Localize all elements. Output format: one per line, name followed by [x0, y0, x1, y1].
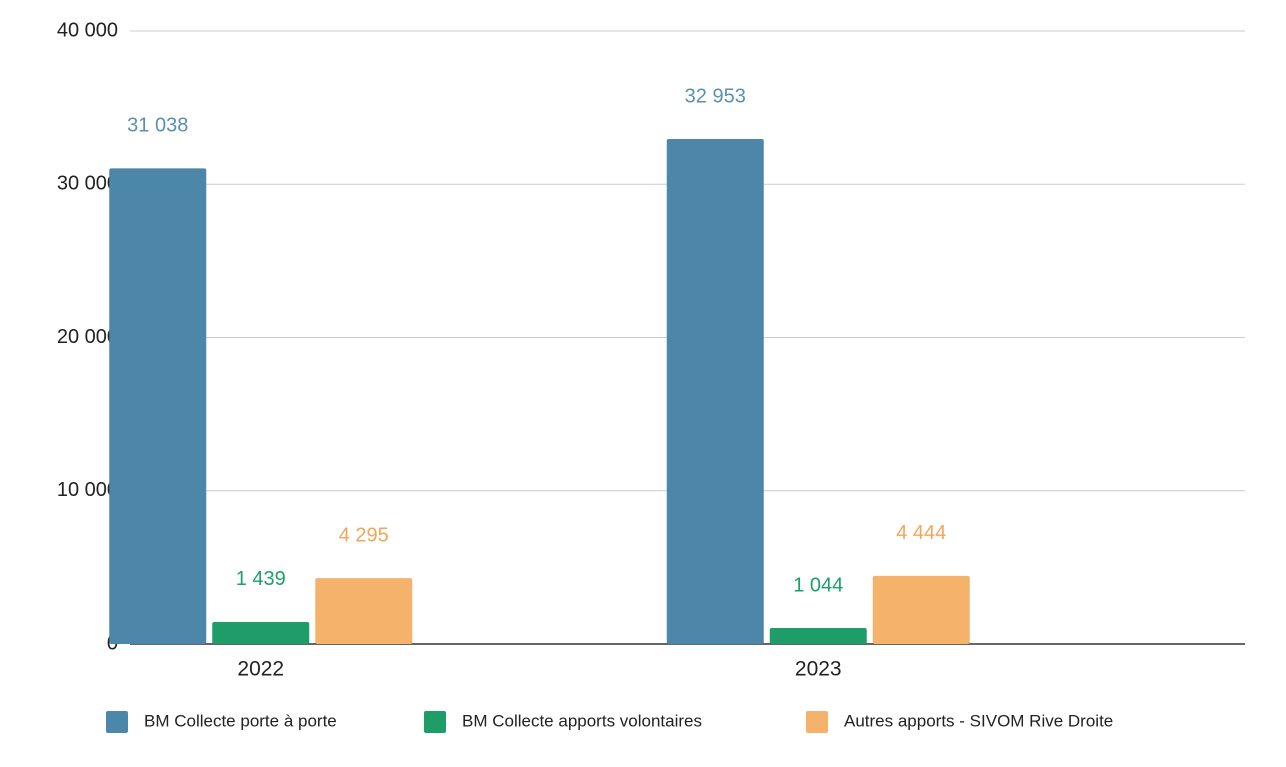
- legend-swatch: [806, 711, 828, 733]
- legend-label: Autres apports - SIVOM Rive Droite: [844, 711, 1113, 730]
- x-tick-label: 2022: [237, 658, 284, 681]
- bar: [109, 168, 207, 644]
- bar: [666, 138, 764, 644]
- value-label: 4 295: [339, 524, 389, 546]
- bar: [315, 578, 413, 644]
- y-tick-label: 20 000: [57, 326, 118, 348]
- value-label: 31 038: [127, 115, 188, 137]
- legend-label: BM Collecte apports volontaires: [462, 711, 702, 730]
- y-tick-label: 30 000: [57, 173, 118, 195]
- bar: [872, 575, 970, 644]
- value-label: 1 044: [793, 574, 843, 596]
- legend-swatch: [424, 711, 446, 733]
- legend-label: BM Collecte porte à porte: [144, 711, 337, 730]
- value-label: 4 444: [896, 522, 946, 544]
- value-label: 1 439: [236, 568, 286, 590]
- value-label: 32 953: [685, 85, 746, 107]
- bar: [212, 621, 310, 644]
- legend-swatch: [106, 711, 128, 733]
- y-tick-label: 40 000: [57, 19, 118, 41]
- x-tick-label: 2023: [795, 658, 842, 681]
- y-tick-label: 10 000: [57, 479, 118, 501]
- bar: [769, 628, 867, 644]
